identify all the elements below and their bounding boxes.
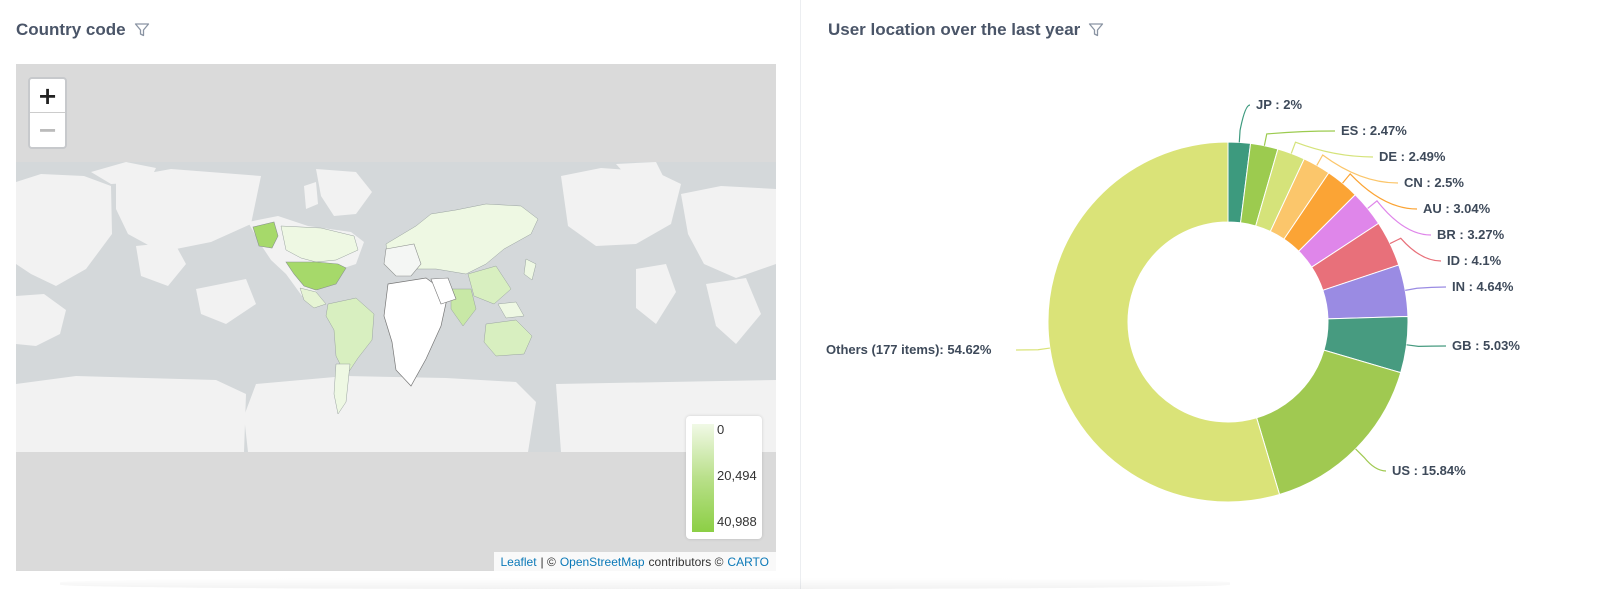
country-code-title: Country code [16, 20, 150, 40]
callout-line-in [1405, 286, 1447, 291]
callout-line-br [1367, 200, 1432, 236]
zoom-out-button[interactable]: − [37, 115, 58, 144]
data-label-jp: JP : 2% [1256, 97, 1302, 112]
data-label-br: BR : 3.27% [1437, 227, 1505, 242]
data-label-in: IN : 4.64% [1452, 279, 1514, 294]
legend-label-max: 40,988 [717, 514, 757, 529]
legend-label-min: 0 [717, 422, 725, 437]
legend-label-mid: 20,494 [717, 468, 757, 483]
bottom-shadow [60, 578, 1230, 589]
choropleth-map[interactable]: + − 0 20,494 40,988 Leaflet | © OpenStre… [16, 64, 776, 571]
callout-line-us [1355, 448, 1387, 472]
zoom-in-button[interactable]: + [30, 79, 65, 113]
map-blank-area [16, 452, 776, 571]
country-code-panel: Country code [16, 20, 776, 571]
world-map[interactable] [16, 64, 776, 571]
country-code-title-text: Country code [16, 20, 126, 39]
slice-others[interactable] [1047, 141, 1281, 503]
user-location-panel: User location over the last year JP : 2%… [801, 0, 1600, 589]
filter-icon[interactable] [134, 22, 150, 38]
user-location-title: User location over the last year [828, 20, 1104, 40]
panel-divider [800, 0, 801, 589]
donut-chart[interactable]: JP : 2% ES : 2.47% DE : 2.49% CN : 2.5% AU :… [801, 0, 1600, 589]
openstreetmap-link[interactable]: OpenStreetMap [559, 554, 645, 569]
data-label-others: Others (177 items): 54.62% [826, 342, 992, 357]
callout-line-others [1015, 347, 1050, 351]
data-label-au: AU : 3.04% [1423, 201, 1491, 216]
zoom-control: + − [28, 77, 67, 149]
callout-line-de [1290, 141, 1374, 158]
data-label-gb: GB : 5.03% [1452, 338, 1520, 353]
map-legend: 0 20,494 40,988 [686, 416, 762, 539]
callout-line-es [1263, 130, 1336, 146]
callout-line-gb [1406, 344, 1447, 347]
callout-line-jp [1238, 104, 1251, 143]
continents-east-copy [556, 162, 776, 452]
filter-icon[interactable] [1088, 22, 1104, 38]
donut-callouts: JP : 2% ES : 2.47% DE : 2.49% CN : 2.5% AU :… [826, 97, 1520, 478]
callout-line-au [1342, 173, 1418, 210]
data-label-us: US : 15.84% [1392, 463, 1466, 478]
eurasia-africa [383, 203, 539, 387]
data-label-cn: CN : 2.5% [1404, 175, 1464, 190]
slice-us[interactable] [1255, 349, 1402, 496]
user-location-title-text: User location over the last year [828, 20, 1081, 39]
choropleth-countries[interactable] [252, 221, 375, 415]
attribution-contributors: contributors © [648, 554, 724, 569]
leaflet-link[interactable]: Leaflet [500, 554, 537, 569]
callout-line-cn [1316, 154, 1399, 184]
data-label-id: ID : 4.1% [1447, 253, 1502, 268]
carto-link[interactable]: CARTO [727, 554, 769, 569]
data-label-de: DE : 2.49% [1379, 149, 1446, 164]
legend-color-scale [692, 424, 714, 532]
map-attribution: Leaflet | © OpenStreetMap contributors ©… [493, 552, 776, 571]
attribution-separator: | © [540, 554, 556, 569]
data-label-es: ES : 2.47% [1341, 123, 1407, 138]
donut-slices [1047, 141, 1409, 503]
continents-west-copy [16, 162, 261, 452]
callout-line-id [1389, 237, 1442, 262]
